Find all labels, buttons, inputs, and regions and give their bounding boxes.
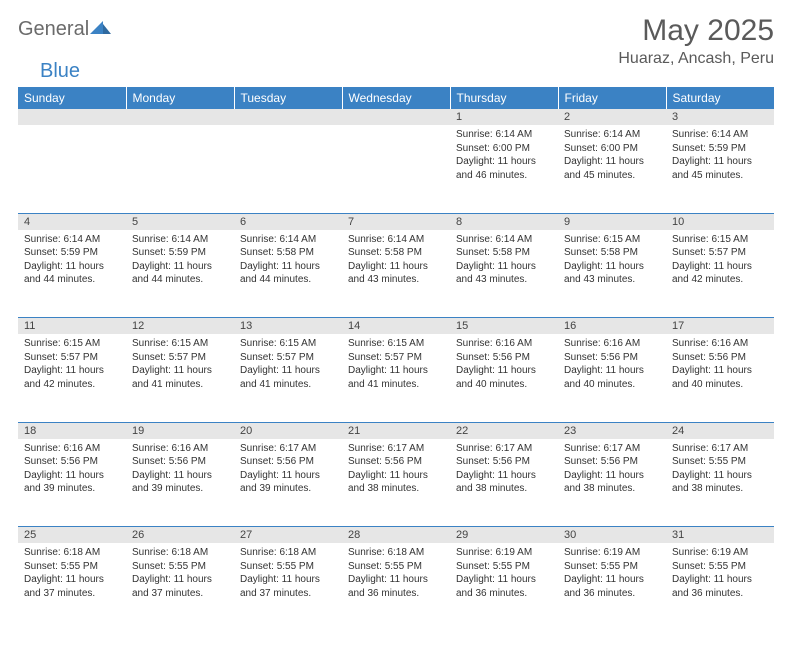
day-header: Tuesday: [234, 87, 342, 109]
day-info-cell: [18, 125, 126, 213]
day-number-cell: 29: [450, 527, 558, 544]
day-info-cell: Sunrise: 6:16 AMSunset: 5:56 PMDaylight:…: [558, 334, 666, 422]
day-number-cell: 1: [450, 109, 558, 125]
day-number-cell: 27: [234, 527, 342, 544]
week-info-row: Sunrise: 6:15 AMSunset: 5:57 PMDaylight:…: [18, 334, 774, 422]
week-info-row: Sunrise: 6:14 AMSunset: 6:00 PMDaylight:…: [18, 125, 774, 213]
day-info-cell: Sunrise: 6:16 AMSunset: 5:56 PMDaylight:…: [18, 439, 126, 527]
brand-name-part2: Blue: [40, 60, 80, 83]
month-title: May 2025: [618, 14, 774, 48]
brand-triangle-icon: [90, 18, 112, 41]
day-header: Thursday: [450, 87, 558, 109]
day-number-cell: 14: [342, 318, 450, 335]
day-info-cell: Sunrise: 6:14 AMSunset: 5:59 PMDaylight:…: [18, 230, 126, 318]
day-info-cell: Sunrise: 6:18 AMSunset: 5:55 PMDaylight:…: [126, 543, 234, 631]
title-block: May 2025 Huaraz, Ancash, Peru: [618, 14, 774, 68]
week-number-row: 11121314151617: [18, 318, 774, 335]
day-number-cell: 23: [558, 422, 666, 439]
day-info-cell: Sunrise: 6:17 AMSunset: 5:56 PMDaylight:…: [342, 439, 450, 527]
day-number-cell: 20: [234, 422, 342, 439]
day-header: Monday: [126, 87, 234, 109]
day-info-cell: Sunrise: 6:17 AMSunset: 5:56 PMDaylight:…: [234, 439, 342, 527]
day-number-cell: 12: [126, 318, 234, 335]
day-number-cell: 17: [666, 318, 774, 335]
day-info-cell: Sunrise: 6:14 AMSunset: 6:00 PMDaylight:…: [558, 125, 666, 213]
day-info-cell: Sunrise: 6:14 AMSunset: 5:58 PMDaylight:…: [234, 230, 342, 318]
day-number-cell: 9: [558, 213, 666, 230]
week-number-row: 123: [18, 109, 774, 125]
week-info-row: Sunrise: 6:16 AMSunset: 5:56 PMDaylight:…: [18, 439, 774, 527]
day-info-cell: Sunrise: 6:15 AMSunset: 5:57 PMDaylight:…: [18, 334, 126, 422]
day-info-cell: Sunrise: 6:17 AMSunset: 5:56 PMDaylight:…: [558, 439, 666, 527]
day-number-cell: 28: [342, 527, 450, 544]
day-number-cell: 2: [558, 109, 666, 125]
day-info-cell: Sunrise: 6:19 AMSunset: 5:55 PMDaylight:…: [558, 543, 666, 631]
day-info-cell: Sunrise: 6:14 AMSunset: 5:59 PMDaylight:…: [666, 125, 774, 213]
week-info-row: Sunrise: 6:18 AMSunset: 5:55 PMDaylight:…: [18, 543, 774, 631]
day-number-cell: [126, 109, 234, 125]
day-info-cell: Sunrise: 6:16 AMSunset: 5:56 PMDaylight:…: [666, 334, 774, 422]
day-info-cell: Sunrise: 6:17 AMSunset: 5:56 PMDaylight:…: [450, 439, 558, 527]
day-number-cell: 22: [450, 422, 558, 439]
day-number-cell: 10: [666, 213, 774, 230]
day-number-cell: 16: [558, 318, 666, 335]
day-info-cell: Sunrise: 6:19 AMSunset: 5:55 PMDaylight:…: [666, 543, 774, 631]
day-info-cell: Sunrise: 6:18 AMSunset: 5:55 PMDaylight:…: [342, 543, 450, 631]
day-info-cell: Sunrise: 6:15 AMSunset: 5:57 PMDaylight:…: [342, 334, 450, 422]
day-number-cell: [342, 109, 450, 125]
day-number-cell: 15: [450, 318, 558, 335]
brand-logo: General: [18, 14, 114, 41]
calendar-page: General May 2025 Huaraz, Ancash, Peru Bl…: [0, 0, 792, 645]
day-info-cell: [342, 125, 450, 213]
day-info-cell: Sunrise: 6:18 AMSunset: 5:55 PMDaylight:…: [18, 543, 126, 631]
day-number-cell: 21: [342, 422, 450, 439]
day-info-cell: Sunrise: 6:14 AMSunset: 5:59 PMDaylight:…: [126, 230, 234, 318]
day-number-cell: 5: [126, 213, 234, 230]
day-number-cell: [234, 109, 342, 125]
day-number-cell: 31: [666, 527, 774, 544]
day-info-cell: Sunrise: 6:15 AMSunset: 5:58 PMDaylight:…: [558, 230, 666, 318]
day-number-cell: 7: [342, 213, 450, 230]
day-number-cell: 19: [126, 422, 234, 439]
day-info-cell: Sunrise: 6:14 AMSunset: 5:58 PMDaylight:…: [450, 230, 558, 318]
calendar-table: SundayMondayTuesdayWednesdayThursdayFrid…: [18, 87, 774, 631]
day-header: Friday: [558, 87, 666, 109]
day-info-cell: Sunrise: 6:19 AMSunset: 5:55 PMDaylight:…: [450, 543, 558, 631]
week-number-row: 18192021222324: [18, 422, 774, 439]
day-info-cell: Sunrise: 6:15 AMSunset: 5:57 PMDaylight:…: [666, 230, 774, 318]
week-number-row: 45678910: [18, 213, 774, 230]
day-info-cell: Sunrise: 6:15 AMSunset: 5:57 PMDaylight:…: [126, 334, 234, 422]
day-info-cell: Sunrise: 6:15 AMSunset: 5:57 PMDaylight:…: [234, 334, 342, 422]
location-subtitle: Huaraz, Ancash, Peru: [618, 50, 774, 68]
day-number-cell: [18, 109, 126, 125]
day-info-cell: [234, 125, 342, 213]
day-header: Sunday: [18, 87, 126, 109]
brand-name-part1: General: [18, 18, 89, 41]
calendar-header-row: SundayMondayTuesdayWednesdayThursdayFrid…: [18, 87, 774, 109]
day-number-cell: 25: [18, 527, 126, 544]
day-number-cell: 13: [234, 318, 342, 335]
day-number-cell: 24: [666, 422, 774, 439]
week-number-row: 25262728293031: [18, 527, 774, 544]
day-number-cell: 18: [18, 422, 126, 439]
week-info-row: Sunrise: 6:14 AMSunset: 5:59 PMDaylight:…: [18, 230, 774, 318]
day-number-cell: 3: [666, 109, 774, 125]
day-info-cell: Sunrise: 6:14 AMSunset: 6:00 PMDaylight:…: [450, 125, 558, 213]
day-info-cell: Sunrise: 6:18 AMSunset: 5:55 PMDaylight:…: [234, 543, 342, 631]
day-info-cell: Sunrise: 6:17 AMSunset: 5:55 PMDaylight:…: [666, 439, 774, 527]
day-number-cell: 30: [558, 527, 666, 544]
day-header: Wednesday: [342, 87, 450, 109]
day-number-cell: 26: [126, 527, 234, 544]
day-number-cell: 11: [18, 318, 126, 335]
day-info-cell: Sunrise: 6:16 AMSunset: 5:56 PMDaylight:…: [126, 439, 234, 527]
day-info-cell: [126, 125, 234, 213]
day-number-cell: 8: [450, 213, 558, 230]
day-number-cell: 4: [18, 213, 126, 230]
day-header: Saturday: [666, 87, 774, 109]
day-number-cell: 6: [234, 213, 342, 230]
day-info-cell: Sunrise: 6:14 AMSunset: 5:58 PMDaylight:…: [342, 230, 450, 318]
day-info-cell: Sunrise: 6:16 AMSunset: 5:56 PMDaylight:…: [450, 334, 558, 422]
